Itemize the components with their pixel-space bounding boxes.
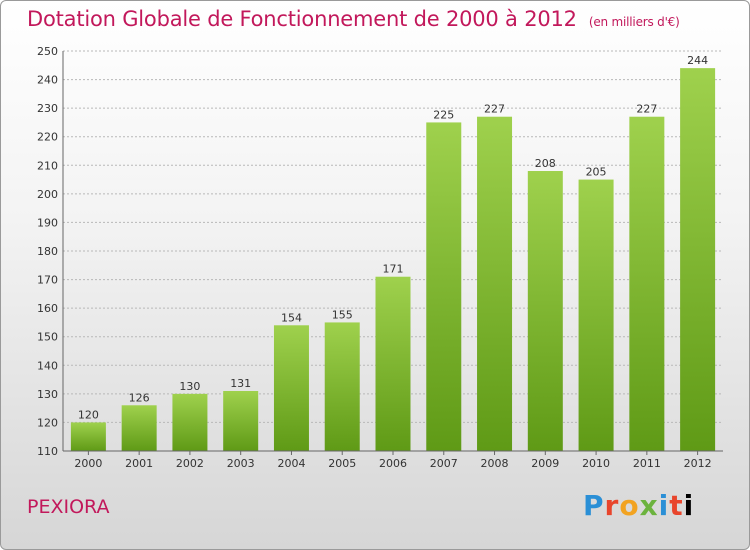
x-tick-label-2000: 2000 <box>74 457 102 470</box>
data-label-2008: 227 <box>484 103 505 116</box>
data-label-2007: 225 <box>433 108 454 121</box>
x-tick-label-2003: 2003 <box>227 457 255 470</box>
data-label-2011: 227 <box>636 103 657 116</box>
y-tick-label: 240 <box>37 74 58 87</box>
y-tick-label: 210 <box>37 159 58 172</box>
y-tick-label: 230 <box>37 102 58 115</box>
bar-2008 <box>477 116 513 451</box>
chart-title-text: Dotation Globale de Fonctionnement de 20… <box>27 7 577 31</box>
chart-unit: (en milliers d'€) <box>588 15 680 29</box>
bar-2003 <box>223 391 259 451</box>
x-tick-label-2006: 2006 <box>379 457 407 470</box>
x-tick-label-2005: 2005 <box>328 457 356 470</box>
x-tick-label-2012: 2012 <box>684 457 712 470</box>
y-tick-label: 200 <box>37 188 58 201</box>
y-tick-label: 150 <box>37 331 58 344</box>
axes <box>62 51 723 452</box>
x-tick-label-2001: 2001 <box>125 457 153 470</box>
y-tick-label: 120 <box>37 416 58 429</box>
bar-2000 <box>70 422 106 451</box>
data-label-2004: 154 <box>281 311 302 324</box>
bar-2001 <box>121 405 157 451</box>
data-label-2003: 131 <box>230 377 251 390</box>
y-tick-label: 220 <box>37 131 58 144</box>
bar-2002 <box>172 393 208 451</box>
y-tick-label: 110 <box>37 445 58 458</box>
x-tick-label-2010: 2010 <box>582 457 610 470</box>
data-label-2005: 155 <box>332 308 353 321</box>
y-tick-label: 190 <box>37 216 58 229</box>
x-tick-label-2008: 2008 <box>481 457 509 470</box>
data-label-2000: 120 <box>78 408 99 421</box>
y-tick-label: 140 <box>37 359 58 372</box>
commune-name: PEXIORA <box>27 496 110 518</box>
bar-2011 <box>629 116 665 451</box>
data-label-2009: 208 <box>535 157 556 170</box>
bar-2012 <box>680 68 716 452</box>
bar-2006 <box>375 276 411 451</box>
proxiti-logo: Proxiti <box>583 489 695 522</box>
x-tick-label-2002: 2002 <box>176 457 204 470</box>
x-tick-labels: 2000 2001 2002 2003 2004 2005 2006 2007 2008 2009… <box>74 451 712 470</box>
x-tick-label-2007: 2007 <box>430 457 458 470</box>
bars <box>70 68 716 452</box>
data-label-2001: 126 <box>129 391 150 404</box>
y-tick-labels: 110 120 130 140 150 160 170 180 190 200 210 220 230 2… <box>37 45 58 458</box>
y-tick-label: 250 <box>37 45 58 58</box>
data-label-2002: 130 <box>179 380 200 393</box>
y-tick-label: 170 <box>37 274 58 287</box>
data-label-2006: 171 <box>383 263 404 276</box>
bar-2004 <box>273 325 309 451</box>
data-label-2010: 205 <box>586 166 607 179</box>
bar-2007 <box>426 122 462 451</box>
y-tick-label: 180 <box>37 245 58 258</box>
data-label-2012: 244 <box>687 54 708 67</box>
bar-2010 <box>578 179 614 452</box>
y-tick-label: 130 <box>37 388 58 401</box>
x-tick-label-2011: 2011 <box>633 457 661 470</box>
x-tick-label-2009: 2009 <box>531 457 559 470</box>
data-labels: 120 126 130 131 154 155 171 225 227 208 205 227 244 <box>78 54 708 421</box>
y-tick-label: 160 <box>37 302 58 315</box>
bar-2005 <box>324 322 360 451</box>
bar-2009 <box>527 171 563 451</box>
x-tick-label-2004: 2004 <box>277 457 305 470</box>
chart-title: Dotation Globale de Fonctionnement de 20… <box>27 7 680 31</box>
